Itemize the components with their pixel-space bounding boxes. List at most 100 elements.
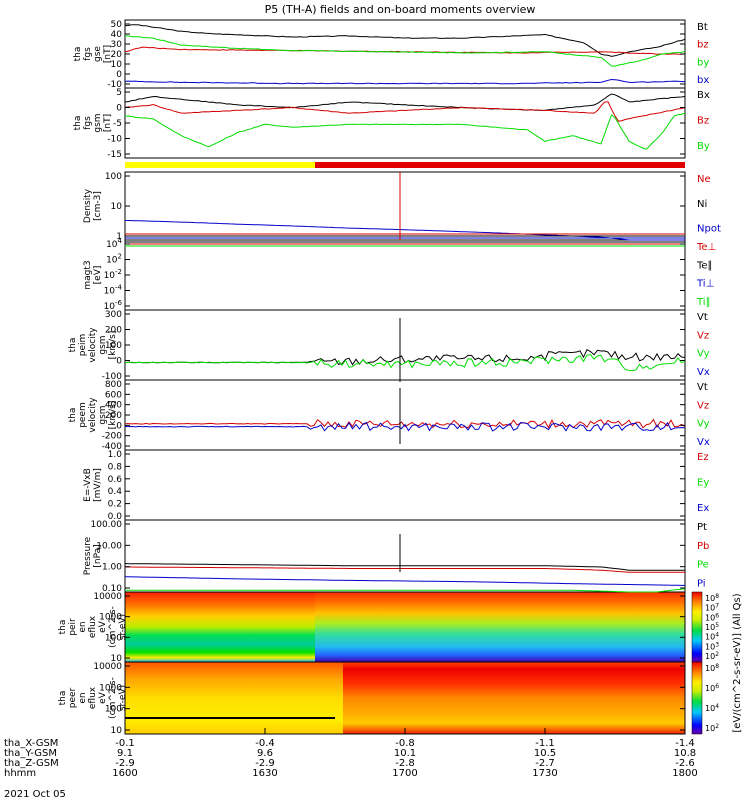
legend-fgs-gse: Bt	[697, 22, 708, 33]
ytick-peer-spectrogram: 1000	[99, 683, 122, 693]
ytick-peim-velocity: 200	[105, 326, 122, 336]
date-label: 2021 Oct 05	[4, 789, 66, 800]
ytick-efield: 1.0	[108, 450, 123, 460]
ylabel-density: [cm-3]	[93, 191, 103, 221]
ylabel-fgs-gse: fgs	[83, 47, 93, 61]
ylabel-peim-velocity: peim	[78, 334, 88, 357]
peer-spectrogram-early	[125, 662, 343, 734]
ytick-peem-velocity: 200	[105, 411, 122, 421]
ylabel-layer: tha fgs gse [nT]tha fgs gsm [nT]Density [cm-3]m…	[58, 45, 128, 719]
legend-pressure: Pi	[697, 579, 706, 590]
ylabel-peer-spectrogram: tha	[58, 691, 68, 706]
ytick-temperature: 10-4	[104, 284, 123, 297]
ytick-efield: 0.2	[108, 500, 122, 510]
panel-frame-peem	[124, 379, 686, 451]
ytick-peer-spectrogram: 10	[111, 726, 123, 736]
xaxis-row-label: tha_Y-GSM	[4, 748, 57, 759]
ytick-density: 1	[116, 232, 122, 242]
ylabel-peim-velocity: [km/s]	[108, 331, 118, 360]
xaxis-row-label: tha_Z-GSM	[4, 758, 59, 769]
legend-pressure: Pe	[697, 560, 709, 571]
ytick-peer-spectrogram: 100	[105, 705, 122, 715]
series-fgs-gse-red	[124, 46, 686, 55]
ylabel-peim-velocity: velocity	[88, 327, 98, 363]
legend-temperature: Te∥	[696, 260, 713, 271]
xaxis-value: 9.1	[117, 748, 133, 759]
ylabel-peem-velocity: tha	[68, 408, 78, 423]
legend-efield: Ex	[697, 503, 709, 514]
ylabel-peer-spectrogram: sr-eV)	[118, 685, 128, 711]
ylabel-peer-spectrogram: (cm^2-s-	[108, 677, 118, 719]
ylabel-peem-velocity: gsm	[98, 405, 108, 424]
series-fgs-gsm-red	[124, 101, 686, 122]
series-fgs-gse-black	[124, 24, 686, 57]
ytick-pressure: 1.00	[102, 563, 122, 573]
panel-frame-temperature	[124, 239, 686, 311]
series-peim-velocity-green	[124, 354, 686, 372]
ytick-density: 100	[105, 172, 122, 182]
ytick-peir-spectrogram: 10	[111, 654, 123, 664]
ylabel-peir-spectrogram: peir	[68, 618, 78, 636]
series-fgs-gse-blue	[124, 78, 686, 85]
ytick-peem-velocity: 600	[105, 390, 122, 400]
series-pressure-black	[124, 563, 685, 571]
series-pressure-green	[125, 588, 686, 593]
ytick-density: 10	[111, 202, 123, 212]
colorbar-tick: 102	[705, 723, 719, 733]
xaxis-value: 10.8	[674, 748, 696, 759]
ylabel-peir-spectrogram: sr-eV)	[118, 614, 128, 640]
ytick-temperature: 104	[106, 237, 122, 250]
colorbar-tick: 107	[705, 603, 719, 613]
ytick-fgs-gsm: 0	[116, 104, 122, 114]
xaxis-value: -0.1	[115, 738, 135, 749]
colorbar-tick: 104	[705, 632, 719, 642]
xaxis-row-label: hhmm	[4, 768, 36, 779]
colorbar-tick: 102	[705, 651, 719, 661]
peir-spectrogram-early	[125, 592, 315, 662]
legend-peem-velocity: Vy	[697, 419, 710, 430]
peer-spectrogram	[124, 661, 686, 735]
ytick-efield: 0.4	[108, 487, 123, 497]
ylabel-peim-velocity: gsm	[98, 335, 108, 354]
legend-fgs-gse: by	[697, 57, 709, 68]
ytick-fgs-gsm: -15	[107, 150, 122, 160]
ylabel-fgs-gse: tha	[73, 47, 83, 62]
legend-density: Ne	[697, 174, 711, 185]
ytick-peem-velocity: -200	[102, 432, 123, 442]
xaxis-value: 1730	[532, 768, 557, 779]
ytick-fgs-gsm: -10	[107, 135, 122, 145]
legend-peim-velocity: Vz	[697, 330, 709, 341]
panel-frame-peim	[124, 309, 686, 381]
panel-frame-efield	[124, 449, 686, 521]
peir-colorbar	[691, 591, 703, 663]
ylabel-pressure: [nPa]	[93, 544, 103, 567]
ytick-peem-velocity: 0	[116, 421, 122, 431]
legend-fgs-gsm: Bx	[697, 90, 710, 101]
mode-bar-slow	[125, 162, 315, 168]
peer-colorbar	[691, 661, 703, 735]
ylabel-peer-spectrogram: en	[78, 692, 88, 703]
x-axis: tha_X-GSM -0.1 -0.4 -0.8 -1.1 -1.4 tha_Y-GSM 9.…	[4, 728, 698, 779]
xaxis-value: 1600	[112, 768, 137, 779]
legend-temperature: Te⊥	[696, 242, 716, 253]
xaxis-value: 1700	[392, 768, 417, 779]
ytick-peem-velocity: -400	[102, 442, 123, 452]
legend-fgs-gsm: Bz	[697, 116, 709, 127]
ytick-pressure: 100.00	[91, 520, 123, 530]
ylabel-peem-velocity: peem	[78, 402, 88, 428]
ytick-peir-spectrogram: 10000	[93, 592, 122, 602]
ylabel-pressure: Pressure	[83, 536, 93, 575]
ytick-efield: 0.0	[108, 512, 123, 522]
colorbar-tick: 103	[705, 641, 719, 651]
colorbar-units-label: [eV/(cm^2-s-sr-eV)] (All Qs)	[732, 593, 743, 732]
xaxis-value: -2.9	[255, 758, 275, 769]
tick-layer: 50403020100-1050-5-10-1510010110410210-2…	[91, 20, 685, 736]
xaxis-value: -2.6	[675, 758, 695, 769]
ytick-efield: 0.8	[108, 462, 123, 472]
legend-layer: Bt bz by bx Bx Bz By Ne Ni Npot Te⊥ Te∥ Ti⊥ Ti∥ Vt Vz Vy…	[696, 22, 721, 590]
panel-frame-fgs-gsm	[124, 87, 686, 159]
ytick-fgs-gsm: 5	[116, 88, 122, 98]
xaxis-value: 1800	[672, 768, 697, 779]
series-fgs-gse-green	[124, 35, 686, 67]
xaxis-value: 1630	[252, 768, 277, 779]
